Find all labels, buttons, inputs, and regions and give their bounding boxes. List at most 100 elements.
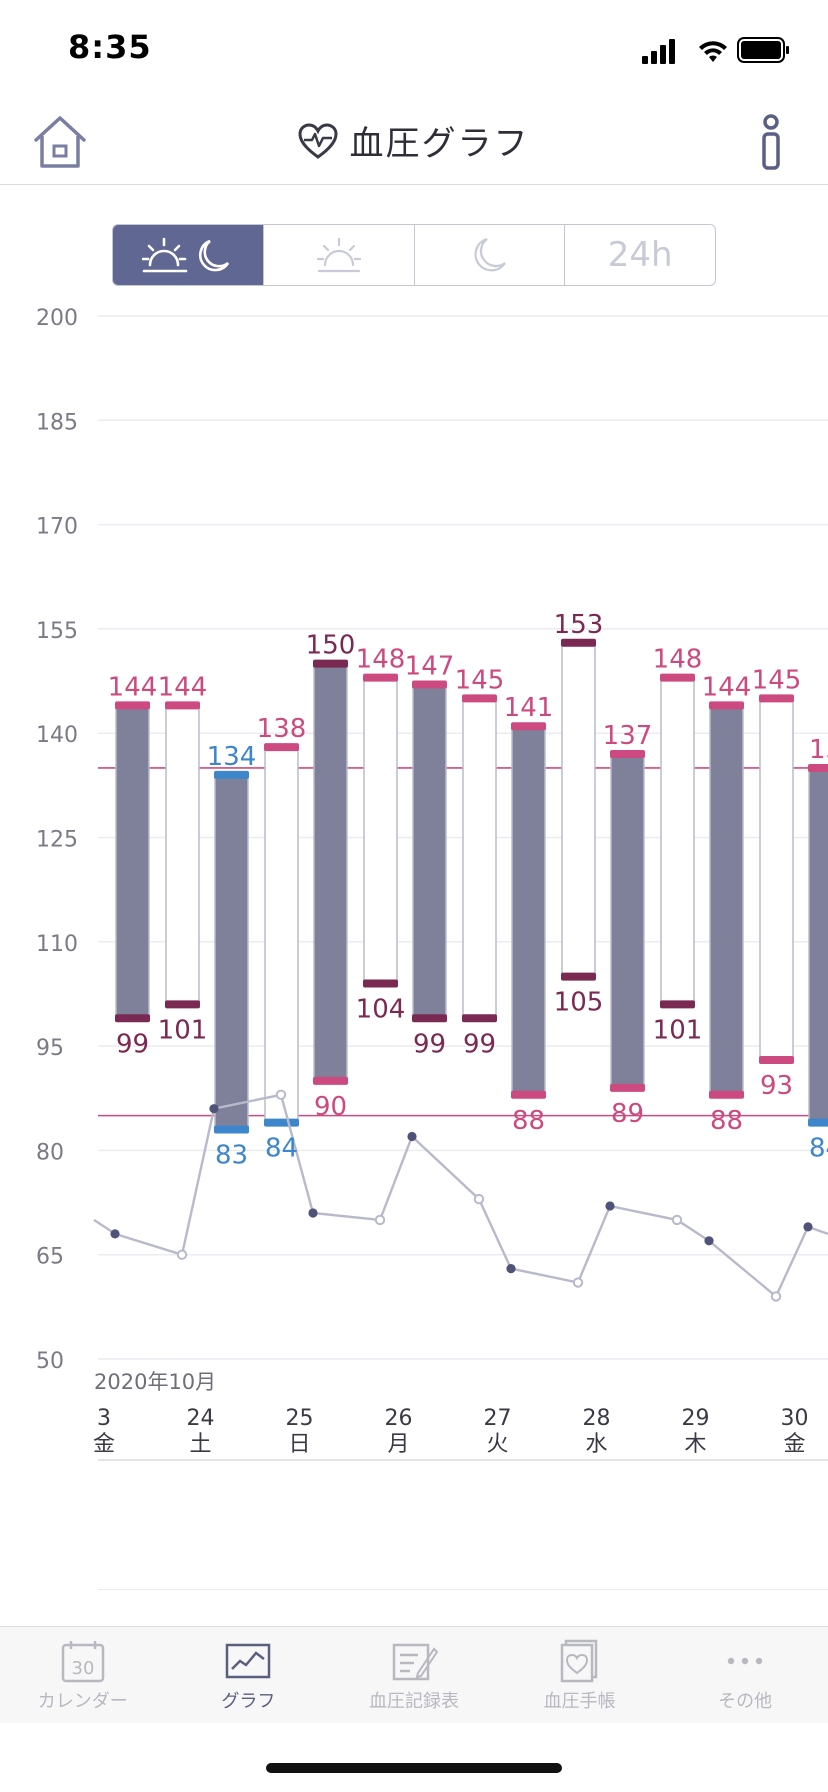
bp-high-label: 144 bbox=[108, 672, 158, 702]
tab-notebook[interactable]: 血圧手帳 bbox=[497, 1627, 663, 1723]
bp-high-cap bbox=[759, 694, 794, 703]
bp-high-label: 138 bbox=[257, 714, 307, 744]
bp-low-label: 88 bbox=[512, 1106, 545, 1136]
bp-high-label: 13 bbox=[809, 735, 828, 765]
segment-evening[interactable] bbox=[415, 225, 566, 285]
status-time: 8:35 bbox=[68, 28, 152, 66]
heart-pulse-icon bbox=[298, 122, 338, 159]
bp-high-cap bbox=[165, 701, 200, 710]
blood-pressure-chart[interactable]: 200 185 170 155 140 125 110 95 80 65 50 144 99 144 10… bbox=[0, 290, 828, 1590]
label-layer: 144 99 144 101 134 83 138 84 150 90 148 104 147 99 145… bbox=[108, 610, 828, 1171]
time-filter-segment: 24h bbox=[112, 224, 716, 286]
segment-24h[interactable]: 24h bbox=[565, 225, 715, 285]
bp-low-cap bbox=[462, 1014, 497, 1023]
bp-low-cap bbox=[165, 1000, 200, 1009]
bp-low-cap bbox=[709, 1090, 744, 1099]
info-icon[interactable] bbox=[758, 114, 784, 170]
x-day-label: 25 bbox=[286, 1406, 314, 1431]
bp-high-cap bbox=[115, 701, 150, 710]
bp-low-label: 104 bbox=[356, 995, 406, 1025]
y-tick-label: 95 bbox=[36, 1036, 64, 1061]
bp-low-label: 84 bbox=[265, 1134, 298, 1164]
page-title-text: 血圧グラフ bbox=[349, 124, 530, 164]
y-tick-label: 80 bbox=[36, 1140, 64, 1165]
record-table-icon bbox=[392, 1643, 438, 1681]
wifi-icon bbox=[699, 41, 727, 62]
bp-bar-morning bbox=[363, 676, 398, 985]
x-weekday-label: 日 bbox=[288, 1432, 310, 1457]
pulse-point bbox=[770, 1291, 782, 1302]
month-label: 2020年10月 bbox=[94, 1370, 216, 1394]
bp-high-label: 144 bbox=[702, 672, 752, 702]
y-tick-label: 185 bbox=[36, 410, 78, 435]
tab-notebook-label: 血圧手帳 bbox=[543, 1691, 616, 1712]
x-weekday-label: 水 bbox=[585, 1432, 607, 1457]
pulse-point bbox=[671, 1214, 683, 1226]
more-icon bbox=[727, 1657, 763, 1665]
pulse-point bbox=[176, 1249, 188, 1260]
sun-moon-icon bbox=[141, 237, 229, 273]
y-tick-label: 200 bbox=[36, 306, 78, 331]
tab-record-table-label: 血圧記録表 bbox=[368, 1691, 459, 1712]
bp-high-label: 148 bbox=[356, 645, 406, 675]
pulse-point bbox=[605, 1201, 615, 1211]
bp-high-label: 134 bbox=[207, 742, 257, 772]
bp-bar-morning bbox=[660, 676, 695, 1006]
tab-graph-label: グラフ bbox=[221, 1691, 276, 1712]
home-icon[interactable] bbox=[30, 112, 90, 172]
y-tick-label: 170 bbox=[36, 515, 78, 540]
tab-more-label: その他 bbox=[718, 1691, 773, 1712]
x-weekday-label: 木 bbox=[684, 1432, 706, 1457]
segment-24h-label: 24h bbox=[607, 235, 673, 275]
segment-morning-evening[interactable] bbox=[113, 225, 264, 285]
bp-low-cap bbox=[264, 1118, 299, 1127]
x-day-label: 27 bbox=[484, 1406, 512, 1431]
y-tick-label: 50 bbox=[36, 1349, 64, 1374]
bp-low-label: 88 bbox=[710, 1106, 743, 1136]
bp-bar-evening bbox=[412, 683, 447, 1020]
bp-bar-evening bbox=[511, 725, 546, 1096]
tab-record-table[interactable]: 血圧記録表 bbox=[331, 1627, 497, 1723]
bp-high-cap bbox=[462, 694, 497, 703]
bp-high-label: 141 bbox=[504, 693, 554, 723]
tab-calendar-label: カレンダー bbox=[37, 1691, 128, 1712]
bp-high-cap bbox=[264, 743, 299, 752]
bp-bar-morning bbox=[759, 697, 794, 1061]
bp-bar-morning bbox=[264, 746, 299, 1124]
bp-low-cap bbox=[660, 1000, 695, 1009]
tab-calendar[interactable]: 30 カレンダー bbox=[0, 1627, 166, 1723]
bp-high-cap bbox=[610, 750, 645, 759]
segment-morning[interactable] bbox=[264, 225, 415, 285]
bp-high-label: 145 bbox=[752, 665, 802, 695]
bp-high-cap bbox=[511, 722, 546, 731]
pulse-point bbox=[704, 1236, 714, 1246]
bp-bar-evening bbox=[313, 662, 348, 1082]
bp-low-cap bbox=[561, 972, 596, 981]
bp-high-cap bbox=[313, 659, 348, 668]
bp-low-label: 99 bbox=[413, 1029, 446, 1059]
y-tick-label: 140 bbox=[36, 723, 78, 748]
tab-more[interactable]: その他 bbox=[662, 1627, 828, 1723]
pulse-point bbox=[407, 1131, 417, 1142]
bp-high-cap bbox=[709, 701, 744, 710]
bp-bar-evening bbox=[709, 704, 744, 1096]
x-day-label: 29 bbox=[682, 1406, 710, 1431]
bp-high-cap bbox=[561, 638, 596, 647]
bp-high-label: 137 bbox=[603, 721, 653, 751]
bp-low-label: 99 bbox=[463, 1029, 496, 1059]
x-day-label: 28 bbox=[583, 1406, 611, 1431]
tab-bar: 30 カレンダー グラフ 血圧記録表 血圧手帳 bbox=[0, 1626, 828, 1723]
pulse-point bbox=[209, 1104, 219, 1114]
signal-icon bbox=[642, 39, 675, 64]
nav-bar: 血圧グラフ bbox=[0, 100, 828, 185]
page-title: 血圧グラフ bbox=[0, 116, 828, 165]
bp-bar-morning bbox=[462, 697, 497, 1020]
tab-graph[interactable]: グラフ bbox=[166, 1627, 332, 1723]
pulse-point bbox=[308, 1208, 318, 1218]
x-day-label: 26 bbox=[385, 1406, 413, 1431]
x-weekday-label: 月 bbox=[387, 1432, 409, 1457]
bp-low-label: 99 bbox=[116, 1029, 149, 1059]
pulse-layer bbox=[93, 1089, 828, 1302]
bp-high-cap bbox=[363, 673, 398, 682]
